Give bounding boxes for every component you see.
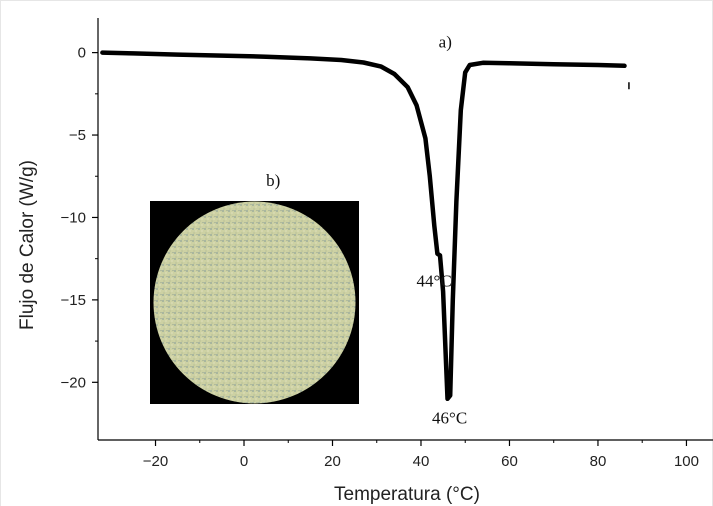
x-tick-label: 100 <box>674 453 699 470</box>
x-tick-label: 0 <box>240 453 248 470</box>
y-axis-title: Flujo de Calor (W/g) <box>17 160 38 330</box>
x-tick-label: 60 <box>501 453 518 470</box>
inset-micrograph-disc <box>154 202 356 404</box>
x-axis-title: Temperatura (°C) <box>334 484 480 505</box>
y-tick-label: −5 <box>69 127 86 144</box>
annotation-label: b) <box>266 171 280 190</box>
x-tick-label: 40 <box>413 453 430 470</box>
y-tick-label: −20 <box>61 374 86 391</box>
micrograph-inset <box>150 201 359 404</box>
x-tick-label: 20 <box>324 453 341 470</box>
annotation-label: 46°C <box>432 409 467 428</box>
annotation-label: 44°C <box>417 272 452 291</box>
y-tick-label: 0 <box>78 45 86 62</box>
y-tick-label: −15 <box>61 292 86 309</box>
annotation-label: a) <box>439 33 452 52</box>
y-tick-label: −10 <box>61 209 86 226</box>
x-tick-label: −20 <box>143 453 168 470</box>
x-tick-label: 80 <box>590 453 607 470</box>
